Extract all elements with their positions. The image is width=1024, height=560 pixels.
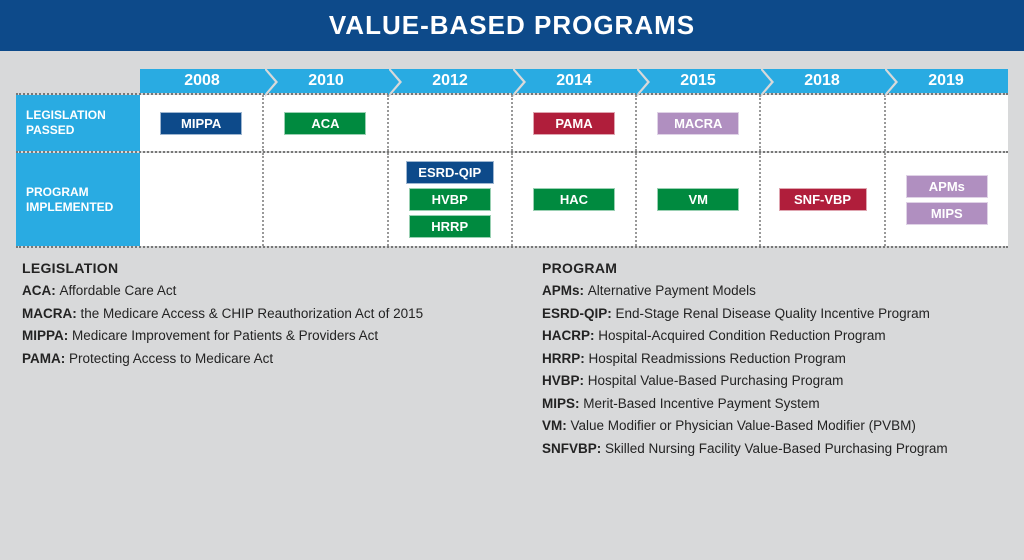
legend-item: APMs: Alternative Payment Models xyxy=(542,282,1002,300)
legend-item: HACRP: Hospital-Acquired Condition Reduc… xyxy=(542,327,1002,345)
timeline-cell xyxy=(264,153,388,246)
program-tag: MIPS xyxy=(906,202,988,225)
program-tag: MIPPA xyxy=(160,112,242,135)
legend-item: SNFVBP: Skilled Nursing Facility Value-B… xyxy=(542,440,1002,458)
program-tag: PAMA xyxy=(533,112,615,135)
year-header: 2010 xyxy=(264,69,388,93)
year-header: 2019 xyxy=(884,69,1008,93)
page-title: VALUE-BASED PROGRAMS xyxy=(0,0,1024,51)
legend-item: VM: Value Modifier or Physician Value-Ba… xyxy=(542,417,1002,435)
year-header: 2014 xyxy=(512,69,636,93)
legend-heading: PROGRAM xyxy=(542,260,1002,276)
program-tag: ACA xyxy=(284,112,366,135)
row-label: PROGRAM IMPLEMENTED xyxy=(16,153,140,246)
timeline-row: LEGISLATION PASSED MIPPA ACA PAMA MACRA xyxy=(16,93,1008,151)
program-tag: MACRA xyxy=(657,112,739,135)
timeline-cell: ESRD-QIP HVBP HRRP xyxy=(389,153,513,246)
timeline-cell: MIPPA xyxy=(140,95,264,151)
timeline-cell: HAC xyxy=(513,153,637,246)
timeline-cell: SNF-VBP xyxy=(761,153,885,246)
timeline-cell xyxy=(761,95,885,151)
program-tag: ESRD-QIP xyxy=(406,161,494,184)
legend-item: HRRP: Hospital Readmissions Reduction Pr… xyxy=(542,350,1002,368)
legend-item: ESRD-QIP: End-Stage Renal Disease Qualit… xyxy=(542,305,1002,323)
year-header: 2015 xyxy=(636,69,760,93)
row-label: LEGISLATION PASSED xyxy=(16,95,140,151)
legend-item: MACRA: the Medicare Access & CHIP Reauth… xyxy=(22,305,482,323)
year-header-row: 2008201020122014201520182019 xyxy=(140,69,1008,93)
legend-item: PAMA: Protecting Access to Medicare Act xyxy=(22,350,482,368)
timeline-cell xyxy=(389,95,513,151)
program-tag: HRRP xyxy=(409,215,491,238)
program-tag: SNF-VBP xyxy=(779,188,867,211)
timeline-cell: ACA xyxy=(264,95,388,151)
legend: LEGISLATION ACA: Affordable Care Act MACR… xyxy=(0,248,1024,462)
legend-item: MIPS: Merit-Based Incentive Payment Syst… xyxy=(542,395,1002,413)
timeline-cell xyxy=(140,153,264,246)
legend-item: MIPPA: Medicare Improvement for Patients… xyxy=(22,327,482,345)
timeline-cell: PAMA xyxy=(513,95,637,151)
program-tag: HVBP xyxy=(409,188,491,211)
timeline-cell: MACRA xyxy=(637,95,761,151)
year-header: 2012 xyxy=(388,69,512,93)
timeline-row: PROGRAM IMPLEMENTED ESRD-QIP HVBP HRRP HAC VM… xyxy=(16,151,1008,248)
program-tag: HAC xyxy=(533,188,615,211)
year-header: 2008 xyxy=(140,69,264,93)
timeline-cell: APMs MIPS xyxy=(886,153,1008,246)
legend-legislation: LEGISLATION ACA: Affordable Care Act MACR… xyxy=(22,260,482,462)
timeline: 2008201020122014201520182019 LEGISLATION… xyxy=(0,51,1024,248)
timeline-cell: VM xyxy=(637,153,761,246)
program-tag: APMs xyxy=(906,175,988,198)
year-header: 2018 xyxy=(760,69,884,93)
timeline-cell xyxy=(886,95,1008,151)
legend-heading: LEGISLATION xyxy=(22,260,482,276)
legend-program: PROGRAM APMs: Alternative Payment Models… xyxy=(542,260,1002,462)
legend-item: ACA: Affordable Care Act xyxy=(22,282,482,300)
program-tag: VM xyxy=(657,188,739,211)
legend-item: HVBP: Hospital Value-Based Purchasing Pr… xyxy=(542,372,1002,390)
